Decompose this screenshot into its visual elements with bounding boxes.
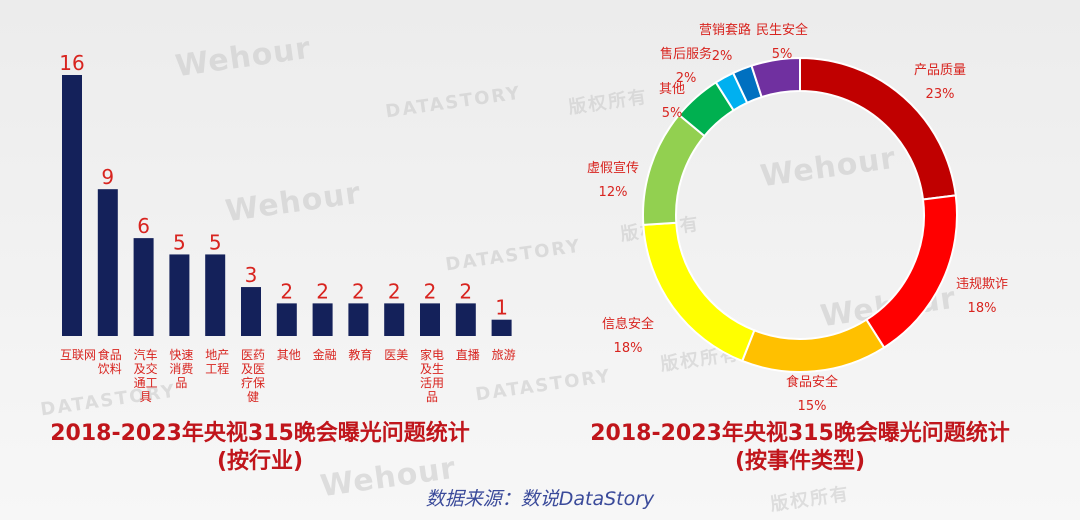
category-label: 品 [175, 376, 187, 390]
category-label: 饮料 [98, 362, 122, 376]
donut-slice [799, 56, 957, 201]
bar [169, 254, 190, 336]
bar-value-label: 5 [173, 230, 186, 254]
slice-label: 营销套路 [699, 22, 751, 38]
category-label: 快速 [169, 348, 193, 362]
slice-label: 违规欺诈 [956, 277, 1008, 292]
category-label: 旅游 [492, 348, 516, 362]
donut-chart-title: 2018-2023年央视315晚会曝光问题统计 [590, 420, 1010, 446]
category-label: 及交 [134, 361, 158, 376]
bar-value-label: 6 [137, 214, 150, 238]
slice-value-label: 18% [968, 301, 997, 316]
category-label: 及医 [241, 362, 265, 376]
category-label: 其他 [277, 348, 301, 362]
bar [384, 303, 405, 336]
category-label: 互联网 [60, 348, 96, 362]
donut-slice [740, 318, 886, 373]
bar-value-label: 16 [59, 51, 84, 75]
bar-value-label: 2 [424, 279, 437, 303]
slice-value-label: 5% [772, 47, 793, 62]
donut-chart: 产品质量 23% 违规欺诈 18% 食品安全 15% 信息安全 18% 虚假宣传 12% 其他 5% 售… [587, 22, 1008, 414]
bar [62, 75, 82, 336]
bar-value-label: 2 [280, 279, 293, 303]
category-label: 健 [247, 390, 259, 404]
category-label: 教育 [348, 347, 372, 362]
bar-value-label: 2 [459, 279, 472, 303]
bar-value-label: 2 [388, 279, 401, 303]
bar [133, 238, 154, 336]
slice-label: 售后服务 [660, 46, 712, 62]
bar-value-label: 2 [352, 279, 365, 303]
category-label: 医美 [384, 348, 408, 362]
bar [348, 303, 369, 336]
bar-value-label: 1 [495, 296, 508, 320]
slice-value-label: 2% [712, 49, 733, 64]
slice-label: 其他 [659, 82, 685, 97]
bar [455, 303, 476, 336]
bar [276, 303, 297, 336]
category-label: 直播 [456, 348, 480, 362]
donut-slice [750, 56, 801, 99]
slice-label: 食品安全 [786, 374, 838, 390]
slice-value-label: 18% [614, 341, 643, 356]
bar [312, 303, 333, 336]
category-label: 地产 [205, 348, 229, 362]
category-label: 及生 [420, 362, 444, 376]
donut-chart-subtitle: (按事件类型) [735, 448, 865, 474]
bar-chart-title: 2018-2023年央视315晚会曝光问题统计 [50, 420, 470, 446]
slice-value-label: 12% [599, 185, 628, 200]
bar-value-label: 3 [245, 263, 258, 287]
category-label: 工程 [205, 361, 229, 376]
bar [97, 189, 118, 336]
bar [420, 303, 440, 336]
donut-slice [642, 221, 756, 363]
slice-label: 虚假宣传 [587, 160, 639, 176]
slice-value-label: 2% [676, 71, 697, 86]
bar-value-label: 5 [209, 230, 222, 254]
bar-value-label: 2 [316, 279, 329, 303]
category-label: 通工 [134, 376, 158, 390]
category-label: 汽车 [134, 347, 158, 362]
category-label: 疗保 [241, 376, 265, 390]
category-label: 消费 [169, 362, 193, 376]
bar-chart: 16互联网9食品饮料6汽车及交通工具5快速消费品5地产工程3医药及医疗保健2其他… [59, 51, 515, 404]
category-label: 品 [426, 390, 438, 404]
bar [205, 254, 226, 336]
category-label: 家电 [420, 347, 444, 362]
bar [241, 287, 261, 336]
bar-chart-subtitle: (按行业) [217, 448, 303, 474]
bar [491, 319, 512, 336]
category-label: 具 [140, 390, 152, 404]
category-label: 食品 [98, 347, 122, 362]
category-label: 活用 [420, 376, 444, 390]
slice-value-label: 5% [662, 106, 683, 121]
data-source: 数据来源：数说DataStory [426, 488, 655, 510]
slice-value-label: 15% [798, 399, 827, 414]
slice-label: 民生安全 [756, 22, 808, 38]
donut-slice [642, 113, 706, 226]
donut-slice [865, 194, 958, 349]
category-label: 医药 [241, 348, 265, 362]
slice-label: 信息安全 [602, 316, 654, 332]
bar-value-label: 9 [101, 165, 114, 189]
category-label: 金融 [313, 347, 337, 362]
slice-value-label: 23% [926, 87, 955, 102]
slice-label: 产品质量 [914, 63, 966, 78]
